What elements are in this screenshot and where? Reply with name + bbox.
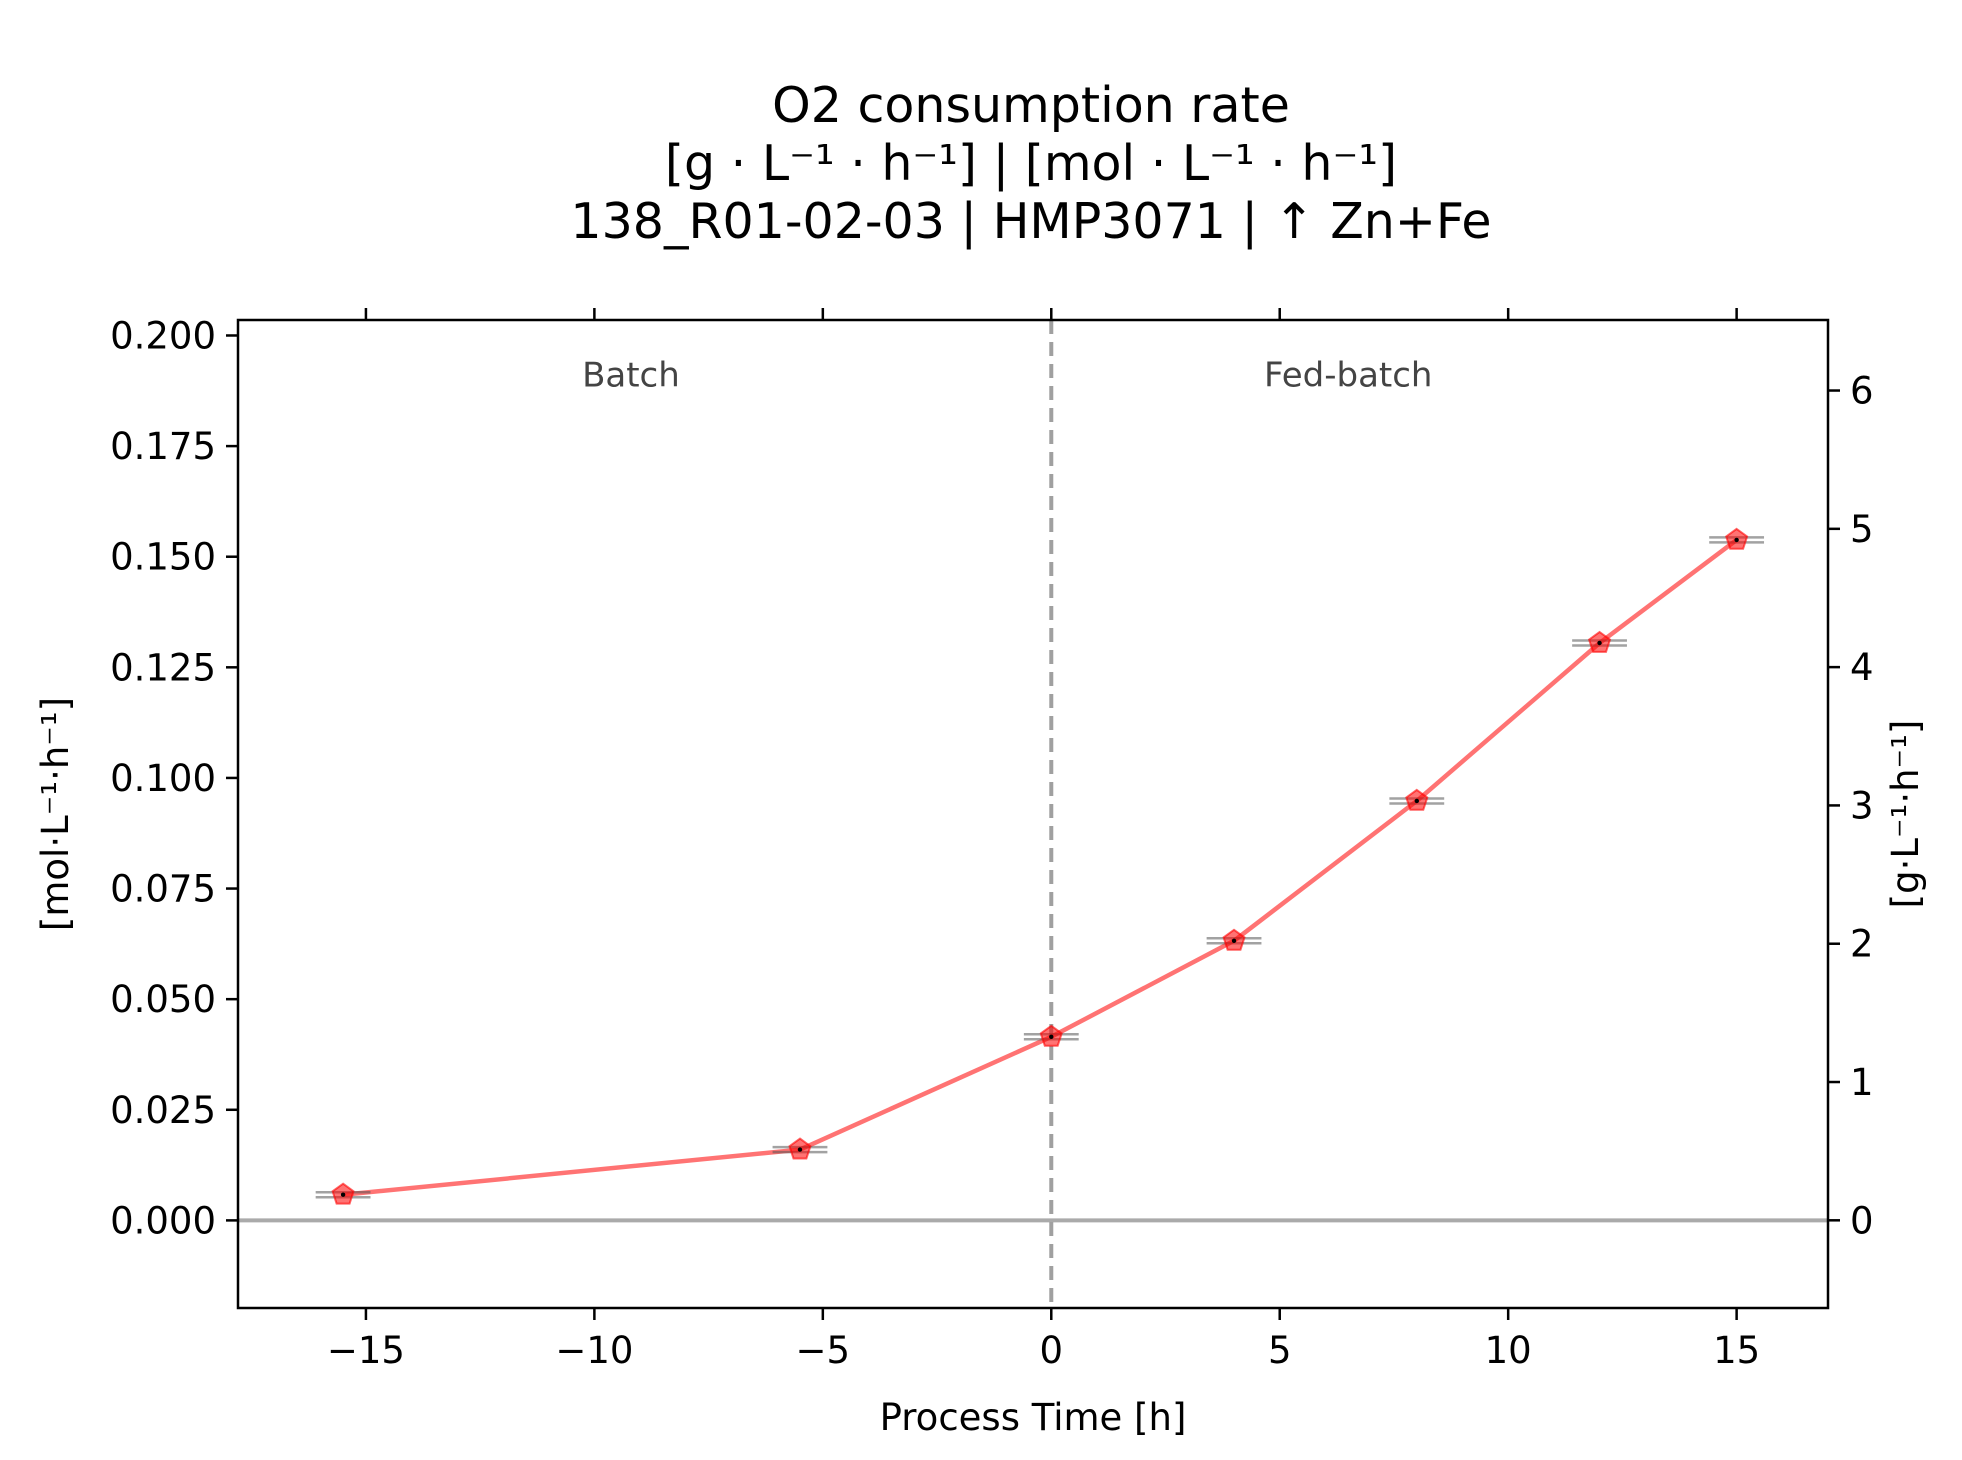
y-left-tick-label: 0.000 — [110, 1199, 216, 1242]
y-left-tick-label: 0.200 — [110, 314, 216, 357]
y-right-tick-label: 6 — [1850, 370, 1874, 413]
data-point-center — [340, 1192, 346, 1197]
y-right-tick-label: 1 — [1850, 1061, 1874, 1104]
y-right-tick-label: 0 — [1850, 1199, 1874, 1242]
x-tick-label: 15 — [1713, 1329, 1760, 1372]
y-left-tick-label: 0.150 — [110, 536, 216, 579]
y-right-tick-label: 2 — [1850, 923, 1874, 966]
region-label-fed-batch: Fed-batch — [1264, 355, 1432, 395]
y-right-axis-label: [g·L⁻¹·h⁻¹] — [1884, 720, 1927, 909]
y-right-tick-label: 3 — [1850, 784, 1874, 827]
data-point-center — [1049, 1034, 1054, 1039]
chart-title-line-2: [g · L⁻¹ · h⁻¹] | [mol · L⁻¹ · h⁻¹] — [665, 135, 1397, 192]
series-line — [342, 538, 1738, 1197]
y-left-tick-label: 0.125 — [110, 646, 216, 689]
x-tick-label: 0 — [1040, 1329, 1064, 1372]
y-left-tick-label: 0.050 — [110, 978, 216, 1021]
x-tick-label: 10 — [1485, 1329, 1532, 1372]
y-right-tick-label: 5 — [1850, 508, 1874, 551]
plot-frame — [236, 318, 1830, 1310]
x-tick-label: −5 — [796, 1329, 851, 1372]
y-left-tick-label: 0.175 — [110, 425, 216, 468]
region-label-batch: Batch — [582, 355, 680, 395]
x-tick-label: −10 — [555, 1329, 633, 1372]
data-series — [315, 527, 1765, 1205]
x-tick-label: 5 — [1268, 1329, 1292, 1372]
data-point-center — [1597, 640, 1602, 646]
x-tick-label: −15 — [327, 1329, 405, 1372]
chart-title-line-1: O2 consumption rate — [772, 77, 1290, 134]
data-point-center — [1231, 938, 1237, 943]
y-left-axis-ticks: 0.000 0.025 0.050 0.075 0.100 0.125 0.150 0.175… — [110, 314, 238, 1242]
y-left-tick-label: 0.100 — [110, 757, 216, 800]
data-point-center — [1734, 537, 1739, 543]
x-axis-ticks: −15 −10 −5 0 5 10 15 — [327, 308, 1760, 1372]
y-left-tick-label: 0.025 — [110, 1089, 216, 1132]
data-point-center — [1414, 798, 1419, 804]
x-axis-label: Process Time [h] — [880, 1396, 1187, 1439]
plot-area: Batch Fed-batch — [238, 320, 1828, 1308]
y-right-tick-label: 4 — [1850, 646, 1874, 689]
y-left-tick-label: 0.075 — [110, 868, 216, 911]
y-left-axis-label: [mol·L⁻¹·h⁻¹] — [34, 697, 77, 931]
data-point-center — [797, 1147, 803, 1152]
y-right-axis-ticks: 0 1 2 3 4 5 6 — [1828, 370, 1874, 1242]
chart-title-line-3: 138_R01-02-03 | HMP3071 | ↑ Zn+Fe — [570, 193, 1491, 250]
chart-title: O2 consumption rate [g · L⁻¹ · h⁻¹] | [m… — [570, 77, 1491, 250]
